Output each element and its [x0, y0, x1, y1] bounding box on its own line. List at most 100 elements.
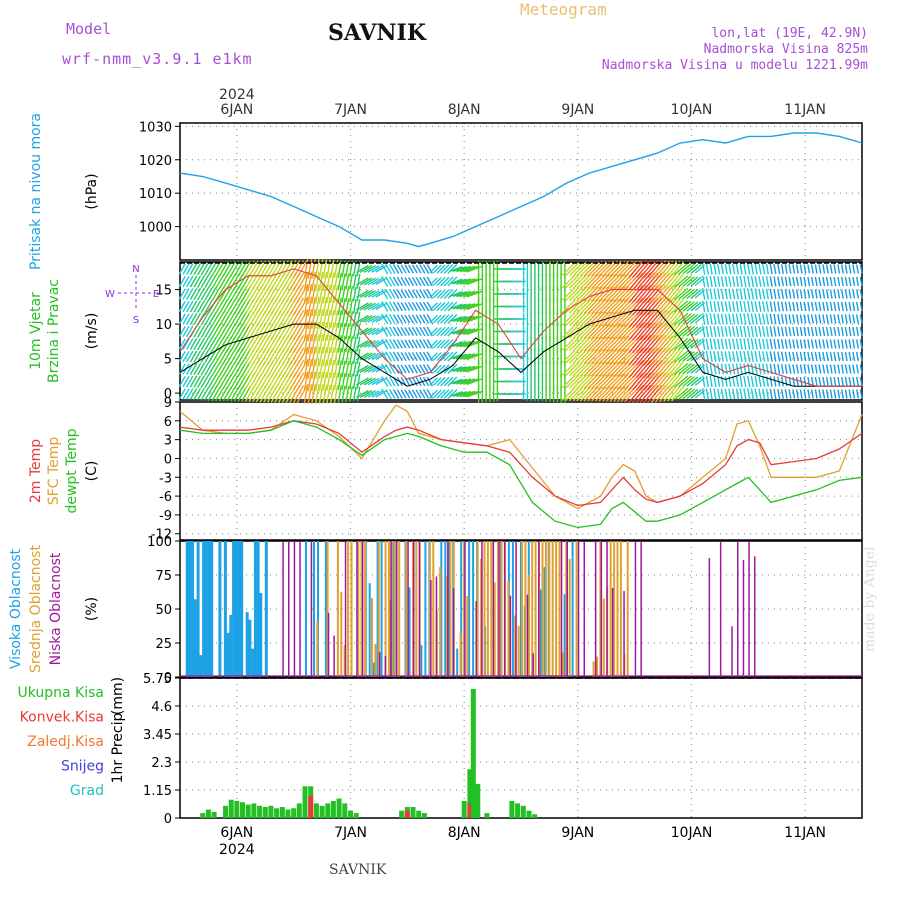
wind-barb: [765, 338, 769, 350]
wind-barb: [419, 264, 426, 274]
wind-barb: [678, 288, 692, 300]
wind-barb: [178, 313, 186, 325]
wind-barbs: [178, 259, 863, 404]
compass-e: E: [153, 289, 159, 300]
wind-barb: [215, 324, 225, 339]
wind-barb: [777, 263, 781, 275]
precip-conv-bar: [467, 803, 473, 818]
wind-barb: [229, 348, 240, 365]
wind-barb: [218, 336, 229, 352]
cloud-bar: [305, 541, 307, 677]
wind-barb: [307, 359, 313, 379]
wind-barb: [189, 350, 198, 363]
cloud-bar: [336, 541, 339, 677]
cloud-bar: [343, 645, 346, 677]
wind-barb: [814, 376, 818, 387]
wind-barb: [807, 376, 811, 387]
wind-barb: [367, 390, 380, 398]
wind-barb: [803, 339, 807, 349]
wind-barb: [178, 351, 186, 362]
wind-barb: [452, 365, 467, 373]
cloud-bar: [226, 632, 230, 677]
wind-barb: [189, 288, 198, 300]
wind-barb: [822, 364, 826, 374]
wind-barb: [322, 321, 328, 342]
wind-barb: [822, 339, 826, 349]
wind-barb: [303, 284, 309, 304]
wind-barb: [598, 386, 614, 402]
wind-barb: [601, 311, 618, 327]
wind-barb: [185, 325, 194, 338]
wind-barb: [326, 384, 331, 404]
wind-barb: [818, 314, 822, 324]
wind-barb: [330, 359, 335, 379]
wind-barb: [185, 275, 194, 288]
wind-barb: [792, 351, 796, 362]
wind-barb: [222, 349, 233, 364]
cloud-bar: [364, 541, 367, 677]
wind-barb: [322, 259, 328, 279]
wind-barb: [349, 336, 354, 352]
precip-legend-grad: Grad: [70, 783, 104, 799]
wind-barb: [367, 277, 380, 286]
y-tick-label: 1010: [139, 187, 172, 202]
wind-barb: [601, 373, 618, 390]
wind-barb: [314, 309, 320, 329]
y-tick-label: -9: [159, 509, 172, 524]
wind-barb: [747, 313, 751, 325]
wind-barb: [322, 346, 328, 367]
cloud-bar: [577, 541, 580, 677]
wind-barb: [601, 286, 618, 302]
wind-barb: [579, 386, 595, 402]
wind-barb: [605, 311, 622, 327]
wind-barb: [349, 348, 354, 365]
wind-barb: [375, 277, 387, 286]
wind-barb: [709, 288, 713, 300]
wind-barb: [594, 286, 611, 302]
wind-barb: [777, 351, 781, 362]
wind-barb: [443, 389, 454, 399]
wind-barb: [671, 361, 684, 377]
wind-barb: [841, 339, 844, 349]
wind-barb: [769, 388, 773, 400]
wind-barb: [702, 325, 706, 338]
y-tick-label: -6: [159, 490, 172, 505]
wind-barb: [252, 260, 263, 278]
wind-barb: [663, 348, 677, 365]
cloud-bar: [333, 635, 335, 677]
wind-barb: [314, 346, 320, 367]
wind-barb: [215, 361, 225, 377]
wind-barb: [682, 313, 695, 325]
cloud-bar: [531, 541, 534, 677]
wind-barb: [609, 273, 626, 290]
wind-barb: [658, 373, 674, 390]
wind-barb: [178, 276, 186, 287]
wind-gust-line: [179, 268, 862, 387]
cloud-bar: [509, 595, 512, 677]
wind-barb: [859, 314, 863, 324]
wind-barb: [663, 273, 677, 290]
cloud-bar: [599, 541, 602, 677]
y-tick-label: 5.75: [143, 672, 172, 687]
wind-barb: [829, 314, 833, 324]
wind-barb: [307, 384, 313, 404]
wind-barb: [859, 389, 863, 399]
wind-barb: [682, 276, 695, 287]
wind-barb: [314, 359, 320, 379]
panel-ylabel-cloud: Visoka Oblacnost: [8, 548, 24, 669]
wind-barb: [196, 300, 206, 313]
precip-total-bar: [484, 813, 490, 818]
wind-barb: [204, 274, 213, 289]
wind-barb: [452, 303, 467, 310]
wind-barb: [375, 352, 387, 361]
wind-barb: [848, 301, 852, 312]
wind-barb: [447, 276, 458, 287]
wind-barb: [856, 326, 859, 337]
footer-station: SAVNIK: [329, 862, 387, 878]
cloud-bars: [185, 541, 756, 677]
wind-barb: [818, 339, 822, 349]
wind-barb: [837, 276, 841, 287]
wind-barb: [833, 389, 837, 399]
wind-barb: [739, 313, 743, 325]
wind-barb: [381, 363, 389, 375]
